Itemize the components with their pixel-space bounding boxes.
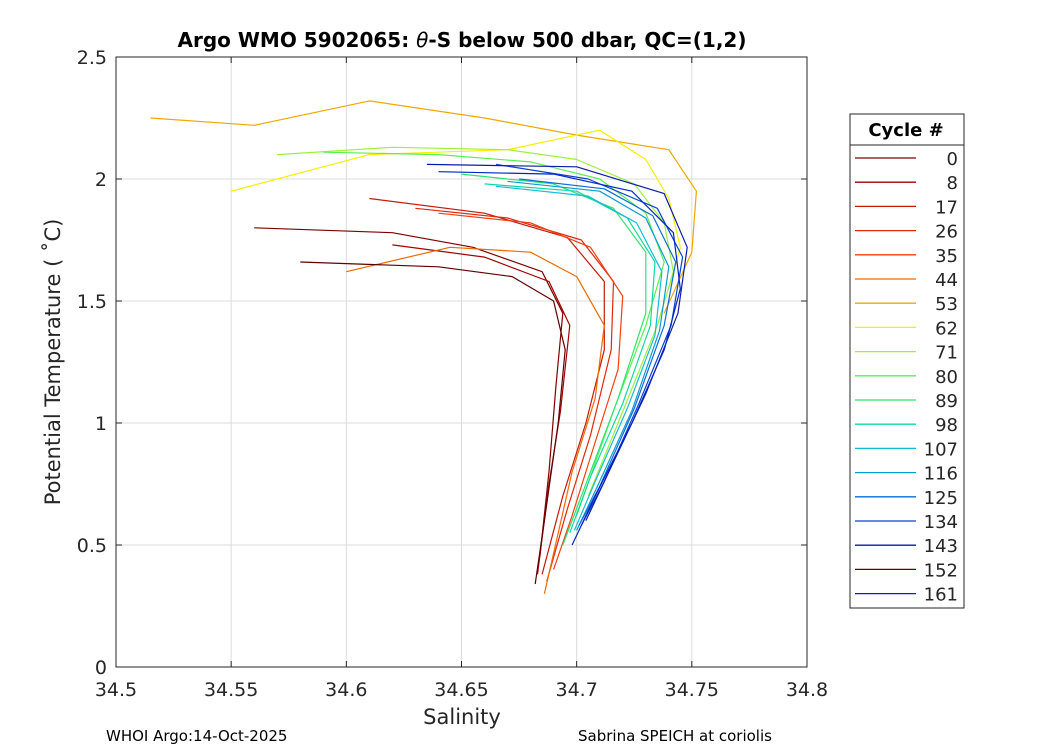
series-line-cycle-143 <box>426 163 688 521</box>
legend-box <box>849 113 965 609</box>
x-axis-label: Salinity <box>423 705 501 729</box>
y-tick-label: 2 <box>95 169 107 191</box>
legend-label: 89 <box>935 391 958 412</box>
legend-label: 44 <box>935 270 958 291</box>
series-line-cycle-89 <box>461 173 647 546</box>
legend-label: 17 <box>935 197 958 218</box>
legend-label: 98 <box>935 415 958 436</box>
y-tick-label: 1 <box>95 413 107 435</box>
y-tick-label: 2.5 <box>77 47 107 69</box>
legend-label: 161 <box>924 585 958 606</box>
y-tick-label: 0 <box>95 657 107 679</box>
x-tick-label: 34.6 <box>325 679 367 701</box>
legend-label: 116 <box>924 464 958 485</box>
title-theta-symbol: θ <box>416 28 428 52</box>
x-tick-label: 34.55 <box>204 679 258 701</box>
legend-label: 53 <box>935 294 958 315</box>
series-line-cycle-35 <box>438 212 624 570</box>
legend-label: 35 <box>935 246 958 267</box>
title-prefix: Argo WMO 5902065: <box>178 28 417 52</box>
legend-label: 26 <box>935 222 958 243</box>
legend-label: 8 <box>947 173 958 194</box>
legend-label: 143 <box>924 536 958 557</box>
footer-left: WHOI Argo:14-Oct-2025 <box>106 727 287 745</box>
legend-label: 0 <box>947 149 958 170</box>
legend-label: 62 <box>935 318 958 339</box>
legend-label: 125 <box>924 488 958 509</box>
series-line-cycle-44 <box>346 246 605 594</box>
series-line-cycle-125 <box>519 178 677 526</box>
footer-right: Sabrina SPEICH at coriolis <box>578 727 772 745</box>
series-line-cycle-71 <box>277 146 674 497</box>
y-axis-label: Potential Temperature ( ˚C) <box>41 219 65 506</box>
series-line-cycle-161 <box>438 171 681 546</box>
x-tick-label: 34.5 <box>95 679 137 701</box>
x-tick-label: 34.7 <box>556 679 598 701</box>
title-suffix: -S below 500 dbar, QC=(1,2) <box>428 28 746 52</box>
legend-label: 152 <box>924 560 958 581</box>
series-line-cycle-152 <box>300 261 566 585</box>
y-tick-label: 0.5 <box>77 535 107 557</box>
x-tick-label: 34.8 <box>786 679 828 701</box>
series-line-cycle-116 <box>507 180 670 531</box>
legend-label: 80 <box>935 367 958 388</box>
chart-title: Argo WMO 5902065: θ-S below 500 dbar, QC… <box>178 28 747 52</box>
axis-ticks: 34.5 34.55 34.6 34.65 34.7 34.75 34.8 0 0.5 1 1.5 2… <box>77 47 828 701</box>
x-tick-label: 34.65 <box>434 679 488 701</box>
series-line-cycle-107 <box>496 185 663 531</box>
y-tick-label: 1.5 <box>77 291 107 313</box>
x-tick-label: 34.75 <box>665 679 719 701</box>
series-line-cycle-80 <box>323 151 665 516</box>
series-line-cycle-0 <box>254 227 564 558</box>
legend-label: 134 <box>924 512 958 533</box>
legend-title: Cycle # <box>868 120 943 141</box>
profile-lines <box>150 100 697 594</box>
legend-label: 71 <box>935 343 958 364</box>
legend-label: 107 <box>924 439 958 460</box>
legend: Cycle # 0 8 17 26 35 44 53 62 71 80 89 98 107 116 125 1… <box>849 113 965 609</box>
